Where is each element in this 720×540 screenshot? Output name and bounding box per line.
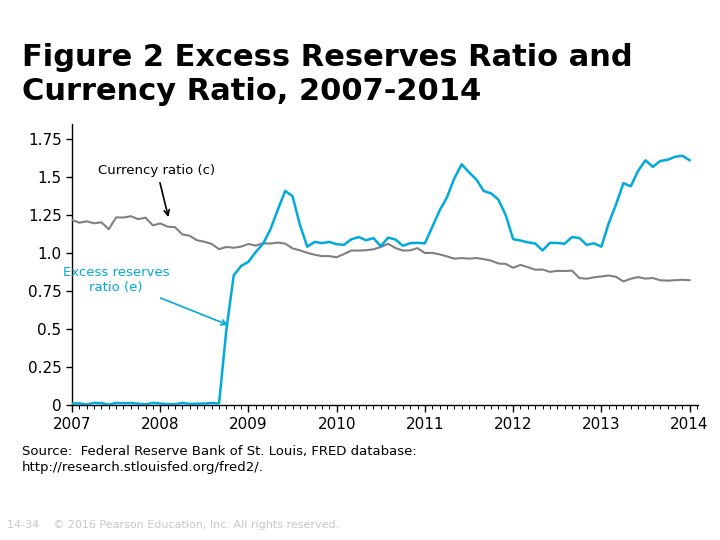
Text: 14-34    © 2016 Pearson Education, Inc. All rights reserved.: 14-34 © 2016 Pearson Education, Inc. All… [7, 520, 339, 530]
Text: Currency ratio (c): Currency ratio (c) [99, 164, 215, 215]
Text: PEARSON: PEARSON [588, 515, 706, 535]
Text: Excess reserves
ratio (e): Excess reserves ratio (e) [63, 266, 227, 325]
Text: Source:  Federal Reserve Bank of St. Louis, FRED database:
http://research.stlou: Source: Federal Reserve Bank of St. Loui… [22, 446, 416, 474]
Text: Figure 2 Excess Reserves Ratio and
Currency Ratio, 2007-2014: Figure 2 Excess Reserves Ratio and Curre… [22, 43, 632, 106]
